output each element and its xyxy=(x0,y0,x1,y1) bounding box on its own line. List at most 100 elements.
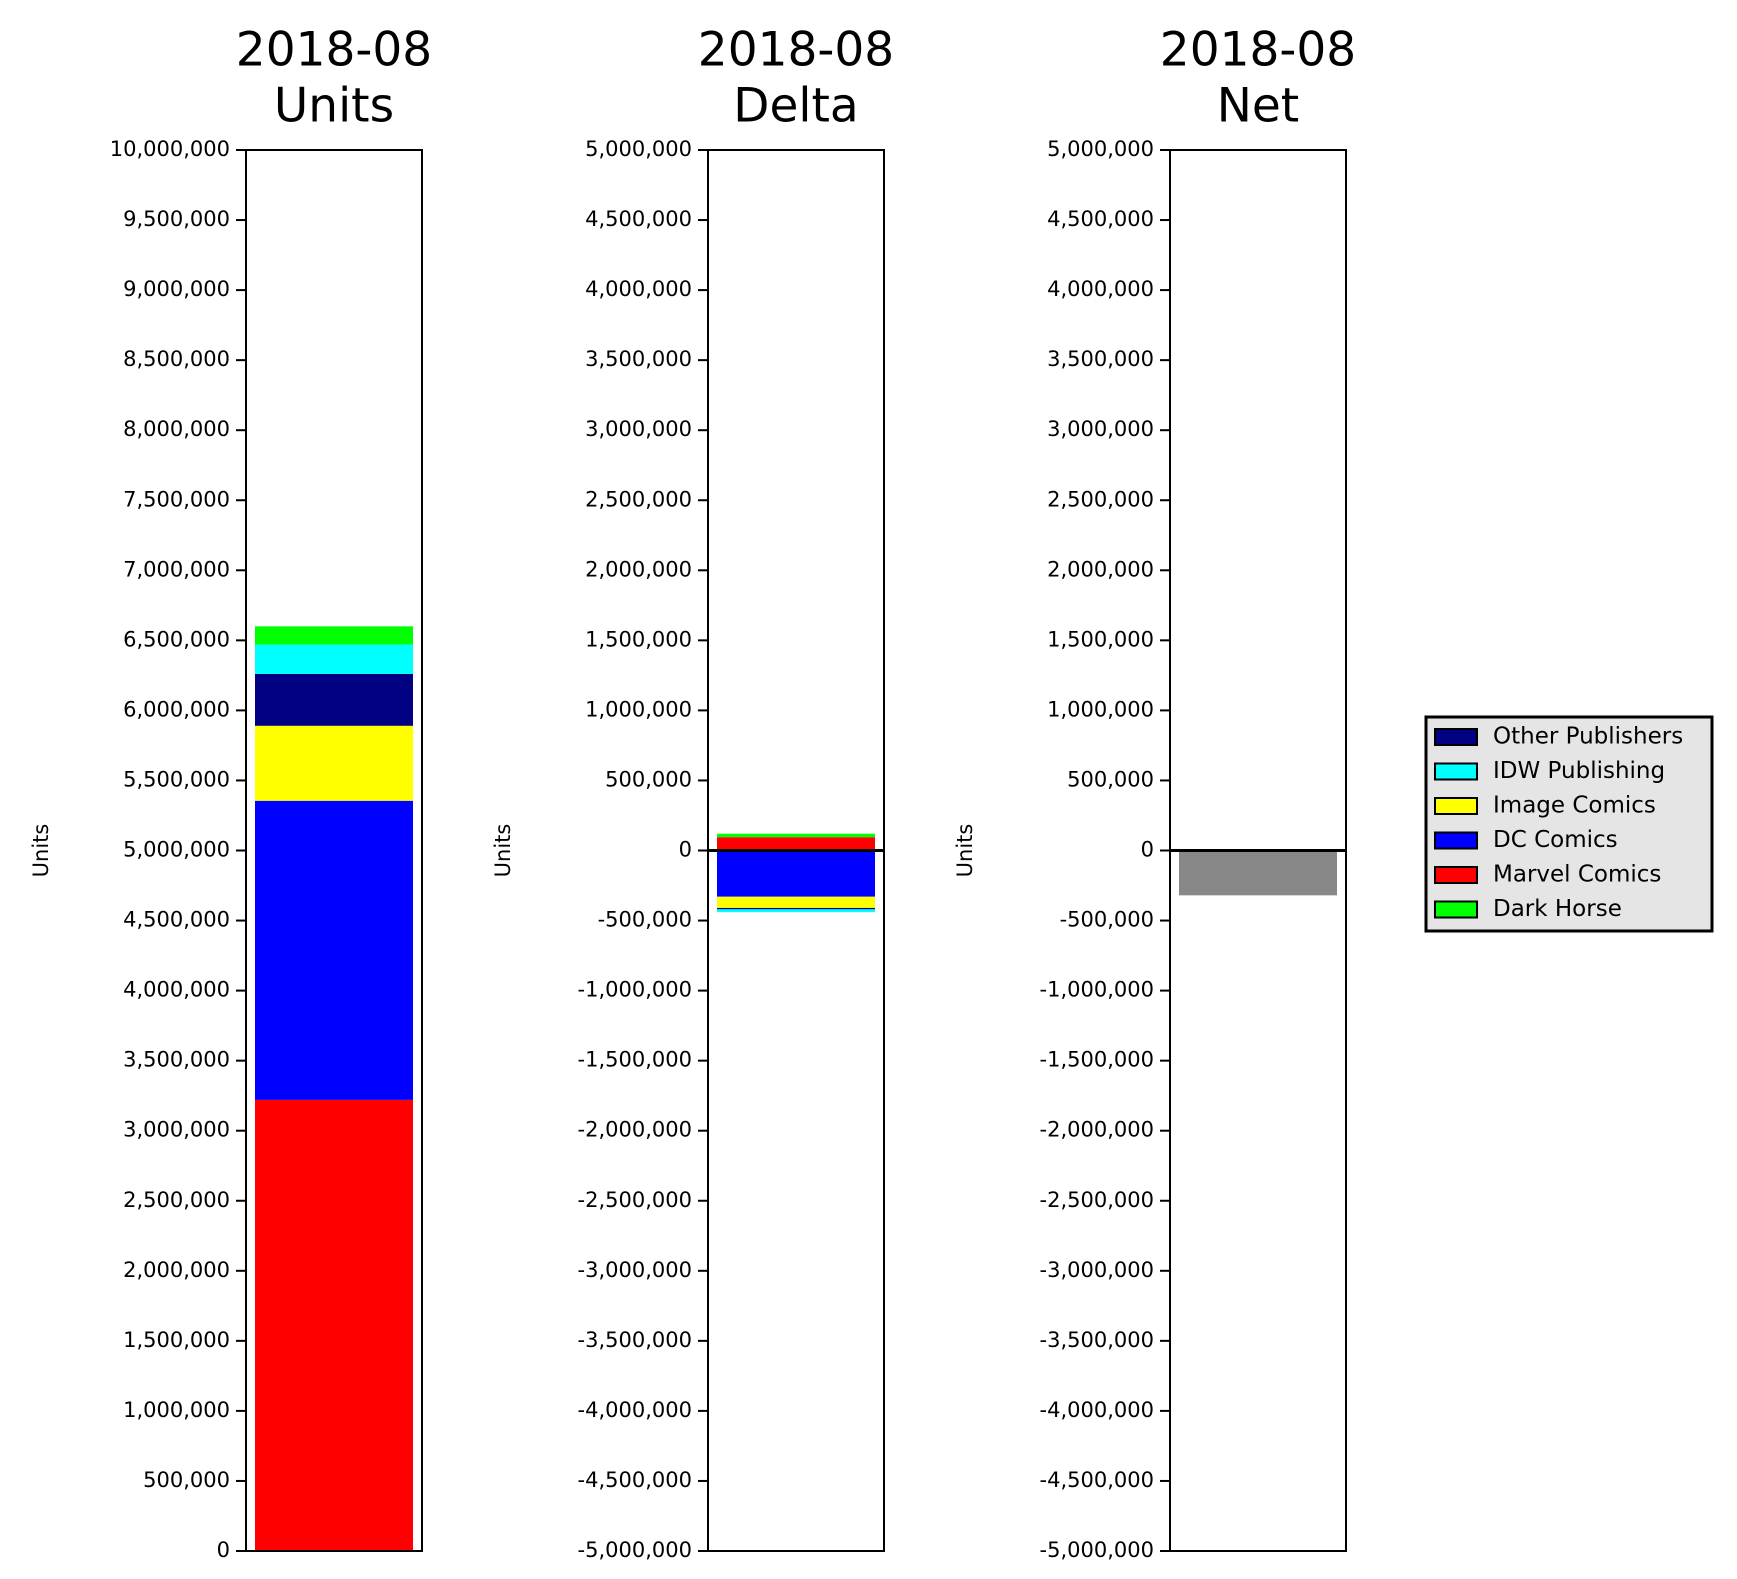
legend-label: Other Publishers xyxy=(1493,724,1683,750)
y-tick-label: 5,000,000 xyxy=(585,137,692,161)
axes-frame xyxy=(707,149,885,1552)
y-tick-label: -1,000,000 xyxy=(1040,978,1154,1002)
legend-box xyxy=(1424,715,1714,933)
legend-swatch xyxy=(1434,900,1478,919)
y-tick-label: -2,000,000 xyxy=(578,1118,692,1142)
y-tick-label: 1,000,000 xyxy=(1047,697,1154,721)
y-tick-label: 3,000,000 xyxy=(585,417,692,441)
y-tick-label: 3,000,000 xyxy=(123,1118,230,1142)
bar xyxy=(717,850,875,897)
y-tick-label: 500,000 xyxy=(1067,767,1154,791)
y-tick-label: 4,000,000 xyxy=(123,978,230,1002)
y-tick-label: 2,000,000 xyxy=(585,557,692,581)
y-tick-label: -4,000,000 xyxy=(1040,1398,1154,1422)
y-tick-label: -3,000,000 xyxy=(578,1258,692,1282)
axes-frame xyxy=(1169,149,1347,1552)
y-tick-label: 3,500,000 xyxy=(1047,347,1154,371)
y-tick-label: 8,500,000 xyxy=(123,347,230,371)
y-tick-label: 1,000,000 xyxy=(123,1398,230,1422)
chart-subtitle: Delta xyxy=(733,79,858,134)
y-tick-label: 4,500,000 xyxy=(585,207,692,231)
y-tick-label: 9,500,000 xyxy=(123,207,230,231)
chart-title: 2018-08 xyxy=(1160,23,1356,78)
y-tick-label: -2,500,000 xyxy=(578,1188,692,1212)
chart-subtitle: Units xyxy=(274,79,394,134)
y-axis-label: Units xyxy=(29,824,53,878)
legend-label: Dark Horse xyxy=(1493,896,1622,922)
y-tick-label: 2,000,000 xyxy=(1047,557,1154,581)
bar xyxy=(255,725,413,801)
y-tick-label: 1,500,000 xyxy=(123,1328,230,1352)
y-tick-label: 5,000,000 xyxy=(123,838,230,862)
bar xyxy=(717,907,875,910)
bar xyxy=(255,626,413,645)
chart-title: 2018-08 xyxy=(236,23,432,78)
y-tick-label: -500,000 xyxy=(1060,908,1154,932)
legend-label: DC Comics xyxy=(1493,827,1618,853)
legend-label: Marvel Comics xyxy=(1493,862,1661,888)
y-axis-label: Units xyxy=(491,824,515,878)
bar xyxy=(255,800,413,1100)
y-tick-label: -4,500,000 xyxy=(1040,1468,1154,1492)
y-tick-label: 9,000,000 xyxy=(123,277,230,301)
y-tick-label: -4,500,000 xyxy=(578,1468,692,1492)
legend-label: Image Comics xyxy=(1493,793,1656,819)
y-tick-label: -1,000,000 xyxy=(578,978,692,1002)
y-tick-label: 4,000,000 xyxy=(585,277,692,301)
bar xyxy=(255,673,413,726)
chart-subtitle: Net xyxy=(1217,79,1300,134)
y-tick-label: 10,000,000 xyxy=(110,137,230,161)
bar xyxy=(717,909,875,913)
y-tick-label: 5,500,000 xyxy=(123,767,230,791)
bar xyxy=(717,833,875,838)
y-tick-label: -5,000,000 xyxy=(1040,1538,1154,1562)
y-tick-label: 8,000,000 xyxy=(123,417,230,441)
y-tick-label: 4,500,000 xyxy=(123,908,230,932)
bar xyxy=(255,1099,413,1551)
y-tick-label: 7,000,000 xyxy=(123,557,230,581)
y-axis-label: Units xyxy=(953,824,977,878)
bar xyxy=(1179,850,1337,896)
legend-label: IDW Publishing xyxy=(1493,758,1665,784)
y-tick-label: 5,000,000 xyxy=(1047,137,1154,161)
y-tick-label: -1,500,000 xyxy=(578,1048,692,1072)
legend-swatch xyxy=(1434,866,1478,884)
y-tick-label: 1,500,000 xyxy=(585,627,692,651)
y-tick-label: -3,000,000 xyxy=(1040,1258,1154,1282)
y-tick-label: 2,000,000 xyxy=(123,1258,230,1282)
y-tick-label: 6,500,000 xyxy=(123,627,230,651)
y-tick-label: -2,000,000 xyxy=(1040,1118,1154,1142)
y-tick-label: 0 xyxy=(217,1538,230,1562)
legend-swatch xyxy=(1434,831,1478,850)
y-tick-label: -1,500,000 xyxy=(1040,1048,1154,1072)
y-tick-label: 0 xyxy=(1141,838,1154,862)
y-tick-label: 1,000,000 xyxy=(585,697,692,721)
y-tick-label: 7,500,000 xyxy=(123,487,230,511)
y-tick-label: -5,000,000 xyxy=(578,1538,692,1562)
y-tick-label: 2,500,000 xyxy=(1047,487,1154,511)
y-tick-label: 500,000 xyxy=(143,1468,230,1492)
y-tick-label: 2,500,000 xyxy=(585,487,692,511)
y-tick-label: 6,000,000 xyxy=(123,697,230,721)
y-tick-label: 4,000,000 xyxy=(1047,277,1154,301)
y-tick-label: -3,500,000 xyxy=(1040,1328,1154,1352)
y-tick-label: 1,500,000 xyxy=(1047,627,1154,651)
y-tick-label: -500,000 xyxy=(598,908,692,932)
y-tick-label: 3,000,000 xyxy=(1047,417,1154,441)
legend-swatch xyxy=(1434,762,1478,781)
y-tick-label: 500,000 xyxy=(605,767,692,791)
y-tick-label: 3,500,000 xyxy=(123,1048,230,1072)
bar xyxy=(717,896,875,908)
bar xyxy=(717,837,875,851)
y-tick-label: -2,500,000 xyxy=(1040,1188,1154,1212)
y-tick-label: 2,500,000 xyxy=(123,1188,230,1212)
legend-swatch xyxy=(1434,797,1478,815)
legend-swatch xyxy=(1434,728,1478,746)
y-tick-label: -4,000,000 xyxy=(578,1398,692,1422)
chart-title: 2018-08 xyxy=(698,23,894,78)
bar xyxy=(255,644,413,674)
y-tick-label: -3,500,000 xyxy=(578,1328,692,1352)
y-tick-label: 4,500,000 xyxy=(1047,207,1154,231)
y-tick-label: 0 xyxy=(679,838,692,862)
